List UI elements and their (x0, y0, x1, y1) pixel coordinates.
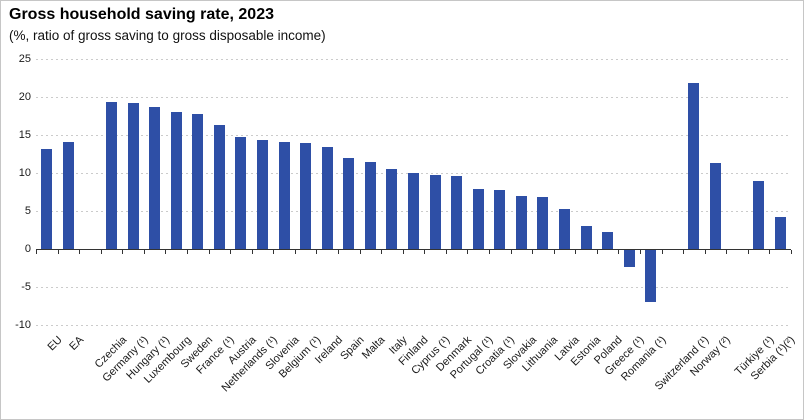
x-axis-tick-2 (79, 250, 81, 254)
x-axis-tick-17 (402, 250, 404, 254)
bar-romania (645, 250, 657, 303)
bar-norway (710, 163, 721, 249)
y-axis-label-0: 0 (24, 242, 31, 255)
x-axis-tick-21 (489, 250, 490, 254)
bar-greece (623, 250, 635, 267)
x-axis-tick-14 (338, 250, 339, 254)
bar-ea (62, 141, 74, 249)
y-axis-label-20: 20 (18, 90, 31, 103)
x-axis-tick-24 (553, 250, 555, 254)
x-axis-tick-1 (57, 250, 59, 254)
y-axis-label-5: 5 (24, 204, 31, 217)
bar-netherlands (257, 139, 268, 249)
x-axis-label-spain: Spain (337, 334, 367, 363)
bar-cyprus (429, 174, 441, 249)
x-axis-tick-32 (726, 250, 728, 254)
x-axis-tick-26 (596, 250, 598, 254)
bar-sweden (192, 114, 204, 249)
bar-slovenia (278, 141, 290, 249)
x-axis-tick-25 (575, 250, 577, 254)
x-axis-label-malta: Malta (360, 334, 388, 362)
bar-poland (602, 231, 614, 249)
x-axis-tick-23 (532, 250, 534, 254)
x-axis-label-ea: EA (66, 334, 86, 353)
bar-serbia (774, 217, 786, 249)
x-axis-tick-31 (704, 250, 706, 254)
x-axis-tick-13 (316, 250, 318, 254)
x-axis-tick-11 (273, 250, 275, 254)
x-axis-tick-18 (424, 250, 426, 254)
x-axis-tick-20 (467, 250, 469, 254)
x-axis-tick-30 (683, 250, 685, 254)
bar-lithuania (537, 197, 549, 249)
x-axis-tick-34 (769, 250, 771, 254)
x-axis-tick-16 (381, 250, 383, 254)
bar-belgium (300, 143, 312, 249)
bar-estonia (580, 226, 592, 249)
bar-turkiye (753, 180, 765, 249)
bar-eu (41, 149, 53, 249)
bar-france (213, 125, 225, 249)
chart-title: Gross household saving rate, 2023 (9, 6, 274, 23)
bar-luxembourg (170, 112, 182, 249)
bar-ireland (321, 147, 333, 249)
bar-spain (343, 157, 355, 249)
x-axis-tick-19 (445, 250, 447, 254)
bar-denmark (451, 176, 463, 249)
bar-czechia (106, 102, 117, 249)
bar-hungary (149, 106, 161, 249)
x-axis-tick-33 (747, 250, 749, 254)
bar-latvia (559, 209, 570, 249)
bar-italy (386, 169, 398, 249)
x-axis-tick-7 (187, 250, 188, 254)
x-axis-tick-15 (359, 250, 361, 254)
x-axis-tick-5 (143, 250, 145, 254)
x-axis-tick-12 (294, 250, 296, 254)
bar-portugal (472, 188, 484, 249)
x-axis-tick-27 (618, 250, 620, 254)
x-axis-tick-0 (36, 250, 37, 254)
x-axis-tick-8 (208, 250, 210, 254)
x-axis-tick-22 (510, 250, 512, 254)
x-axis-tick-35 (791, 250, 792, 254)
y-axis-label--5: -5 (21, 280, 31, 293)
bar-switzerland (688, 83, 700, 249)
gridline--5 (36, 287, 791, 288)
bar-croatia (494, 189, 506, 249)
y-axis-label-15: 15 (18, 128, 31, 141)
y-axis-label-10: 10 (18, 166, 31, 179)
bar-finland (408, 173, 419, 249)
gridline--10 (36, 325, 791, 326)
x-axis-tick-4 (122, 250, 124, 254)
bar-malta (364, 162, 376, 249)
x-axis-line (36, 249, 791, 250)
x-axis-tick-10 (251, 250, 253, 254)
y-axis-label--10: -10 (15, 318, 31, 331)
x-axis-label-eu: EU (44, 334, 65, 354)
gridline-15 (36, 135, 791, 136)
x-axis-tick-9 (230, 250, 232, 254)
x-axis-tick-3 (100, 250, 102, 254)
bar-austria (235, 136, 247, 249)
y-axis-label-25: 25 (18, 52, 31, 65)
bar-slovakia (515, 195, 527, 249)
gridline-20 (36, 97, 791, 98)
chart-subtitle: (%, ratio of gross saving to gross dispo… (9, 28, 326, 43)
bar-germany (127, 103, 139, 249)
x-axis-tick-28 (640, 250, 641, 254)
x-axis-tick-6 (165, 250, 167, 254)
x-axis-tick-29 (661, 250, 663, 254)
gridline-25 (36, 59, 791, 60)
